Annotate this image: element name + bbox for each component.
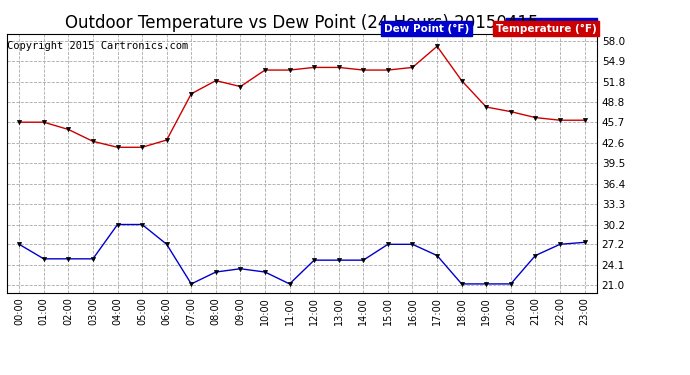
Text: Temperature (°F): Temperature (°F): [496, 24, 597, 34]
Title: Outdoor Temperature vs Dew Point (24 Hours) 20150415: Outdoor Temperature vs Dew Point (24 Hou…: [65, 14, 539, 32]
Text: Copyright 2015 Cartronics.com: Copyright 2015 Cartronics.com: [7, 41, 188, 51]
Text: Dew Point (°F): Dew Point (°F): [509, 21, 594, 31]
Text: Dew Point (°F): Dew Point (°F): [384, 24, 469, 34]
